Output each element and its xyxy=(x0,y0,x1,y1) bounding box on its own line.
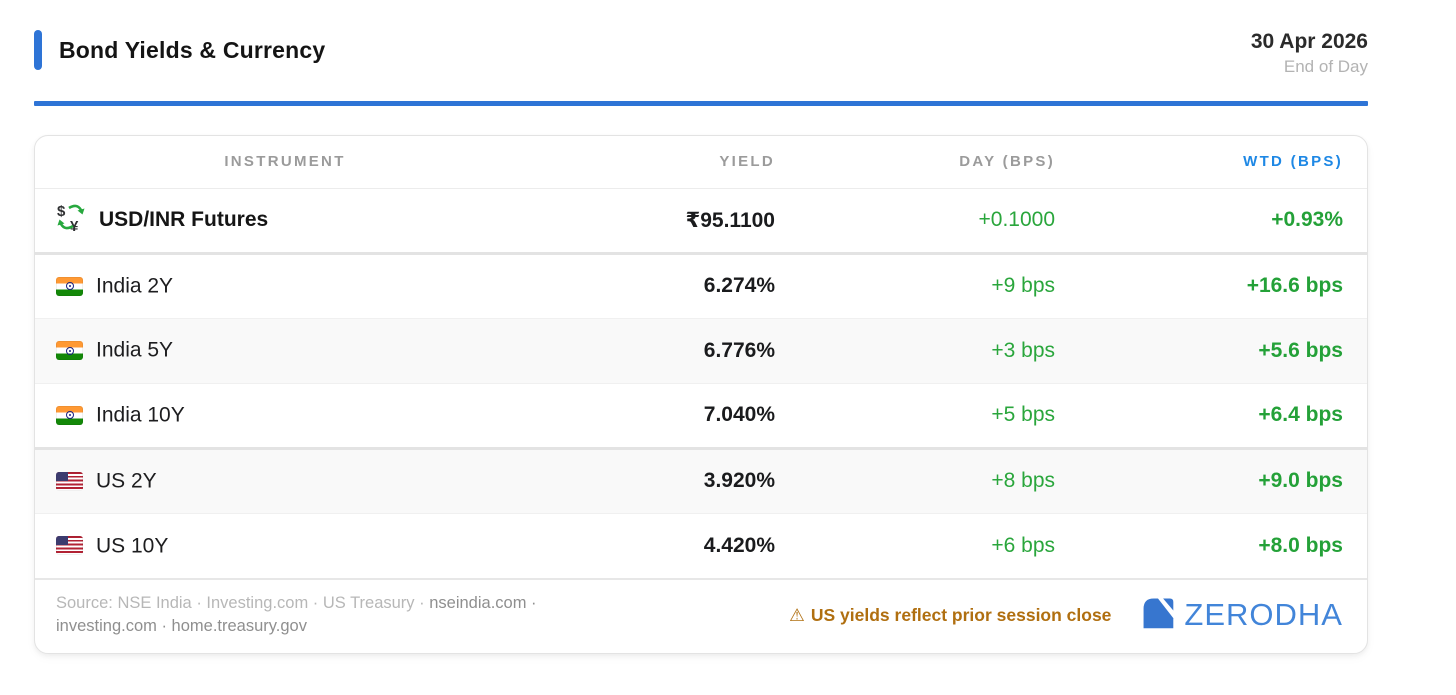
column-header-day: DAY (BPS) xyxy=(959,153,1055,171)
source-attribution: Source: NSE India · Investing.com · US T… xyxy=(56,592,537,638)
report-header: Bond Yields & Currency 30 Apr 2026 End o… xyxy=(34,30,1368,77)
table-row-india-5y: India 5Y 6.776% +3 bps +5.6 bps xyxy=(35,318,1367,383)
yield-cell: 6.274% xyxy=(703,274,775,297)
source-line-2: investing.com · home.treasury.gov xyxy=(56,617,307,636)
card-footer: Source: NSE India · Investing.com · US T… xyxy=(35,578,1367,653)
yield-cell: 7.040% xyxy=(703,403,775,426)
yield-cell: 6.776% xyxy=(703,338,775,362)
table-header-row: INSTRUMENT YIELD DAY (BPS) WTD (BPS) xyxy=(35,136,1367,188)
warning-note: ⚠ US yields reflect prior session close xyxy=(789,604,1112,625)
day-change-cell: +5 bps xyxy=(991,403,1055,426)
yield-cell: 4.420% xyxy=(703,533,775,557)
table-row-us-10y: US 10Y 4.420% +6 bps +8.0 bps xyxy=(35,513,1367,578)
day-change-cell: +9 bps xyxy=(991,274,1055,297)
day-change-cell: +8 bps xyxy=(991,469,1055,492)
instrument-label: USD/INR Futures xyxy=(99,208,269,231)
session-label: End of Day xyxy=(1283,57,1368,76)
table-row-india-2y: India 2Y 6.274% +9 bps +16.6 bps xyxy=(35,253,1367,318)
day-change-cell: +6 bps xyxy=(991,533,1055,557)
title-block: Bond Yields & Currency xyxy=(34,30,325,70)
us-flag-icon xyxy=(56,471,83,491)
wtd-change-cell: +6.4 bps xyxy=(1258,403,1343,426)
instrument-label: US 2Y xyxy=(96,469,157,493)
report-card-page: Bond Yields & Currency 30 Apr 2026 End o… xyxy=(34,0,1368,655)
date-block: 30 Apr 2026 End of Day xyxy=(1251,30,1368,77)
currency-exchange-icon: $ ¥ xyxy=(56,202,86,238)
title-accent-bar xyxy=(34,30,42,70)
instrument-cell: India 5Y xyxy=(35,318,535,383)
instrument-cell: US 2Y xyxy=(35,448,535,513)
report-date: 30 Apr 2026 xyxy=(1250,30,1368,53)
warning-icon: ⚠ xyxy=(789,604,805,625)
yield-cell: ₹95.1100 xyxy=(685,208,775,232)
instrument-cell: India 10Y xyxy=(35,383,535,448)
instrument-cell: US 10Y xyxy=(35,513,535,578)
yield-cell: 3.920% xyxy=(703,469,775,492)
india-flag-icon xyxy=(56,405,83,425)
india-flag-icon xyxy=(56,276,83,296)
instrument-cell: India 2Y xyxy=(35,253,535,318)
zerodha-wordmark: ZERODHA xyxy=(1184,597,1343,633)
instrument-label: India 2Y xyxy=(96,274,174,298)
us-flag-icon xyxy=(56,536,83,556)
day-change-cell: +3 bps xyxy=(991,338,1055,362)
wtd-change-cell: +5.6 bps xyxy=(1258,338,1343,362)
table-row-us-2y: US 2Y 3.920% +8 bps +9.0 bps xyxy=(35,448,1367,513)
wtd-change-cell: +9.0 bps xyxy=(1258,469,1343,492)
column-header-instrument: INSTRUMENT xyxy=(224,153,346,171)
instrument-label: India 10Y xyxy=(96,403,185,427)
table-row-india-10y: India 10Y 7.040% +5 bps +6.4 bps xyxy=(35,383,1367,448)
zerodha-brand: ZERODHA xyxy=(1141,596,1343,635)
bond-yields-table: INSTRUMENT YIELD DAY (BPS) WTD (BPS) $ ¥ xyxy=(35,136,1367,578)
day-change-cell: +0.1000 xyxy=(978,208,1056,231)
page-title: Bond Yields & Currency xyxy=(59,36,326,63)
wtd-change-cell: +8.0 bps xyxy=(1258,533,1343,557)
zerodha-kite-logo-icon xyxy=(1141,596,1175,635)
column-header-yield: YIELD xyxy=(719,153,775,171)
source-line-1: Source: NSE India · Investing.com · US T… xyxy=(56,594,537,612)
instrument-label: India 5Y xyxy=(96,338,174,362)
svg-text:$: $ xyxy=(57,203,66,220)
svg-text:¥: ¥ xyxy=(70,218,79,232)
wtd-change-cell: +0.93% xyxy=(1271,208,1343,231)
wtd-change-cell: +16.6 bps xyxy=(1246,274,1343,297)
instrument-label: US 10Y xyxy=(96,533,169,557)
column-header-wtd: WTD (BPS) xyxy=(1243,153,1343,171)
table-row-usdinr: $ ¥ USD/INR Futures ₹95.1100 +0.1000 +0.… xyxy=(35,188,1367,253)
header-divider xyxy=(34,101,1368,106)
instrument-cell: $ ¥ USD/INR Futures xyxy=(35,188,535,253)
bond-yields-table-card: INSTRUMENT YIELD DAY (BPS) WTD (BPS) $ ¥ xyxy=(34,135,1368,655)
india-flag-icon xyxy=(56,341,83,361)
